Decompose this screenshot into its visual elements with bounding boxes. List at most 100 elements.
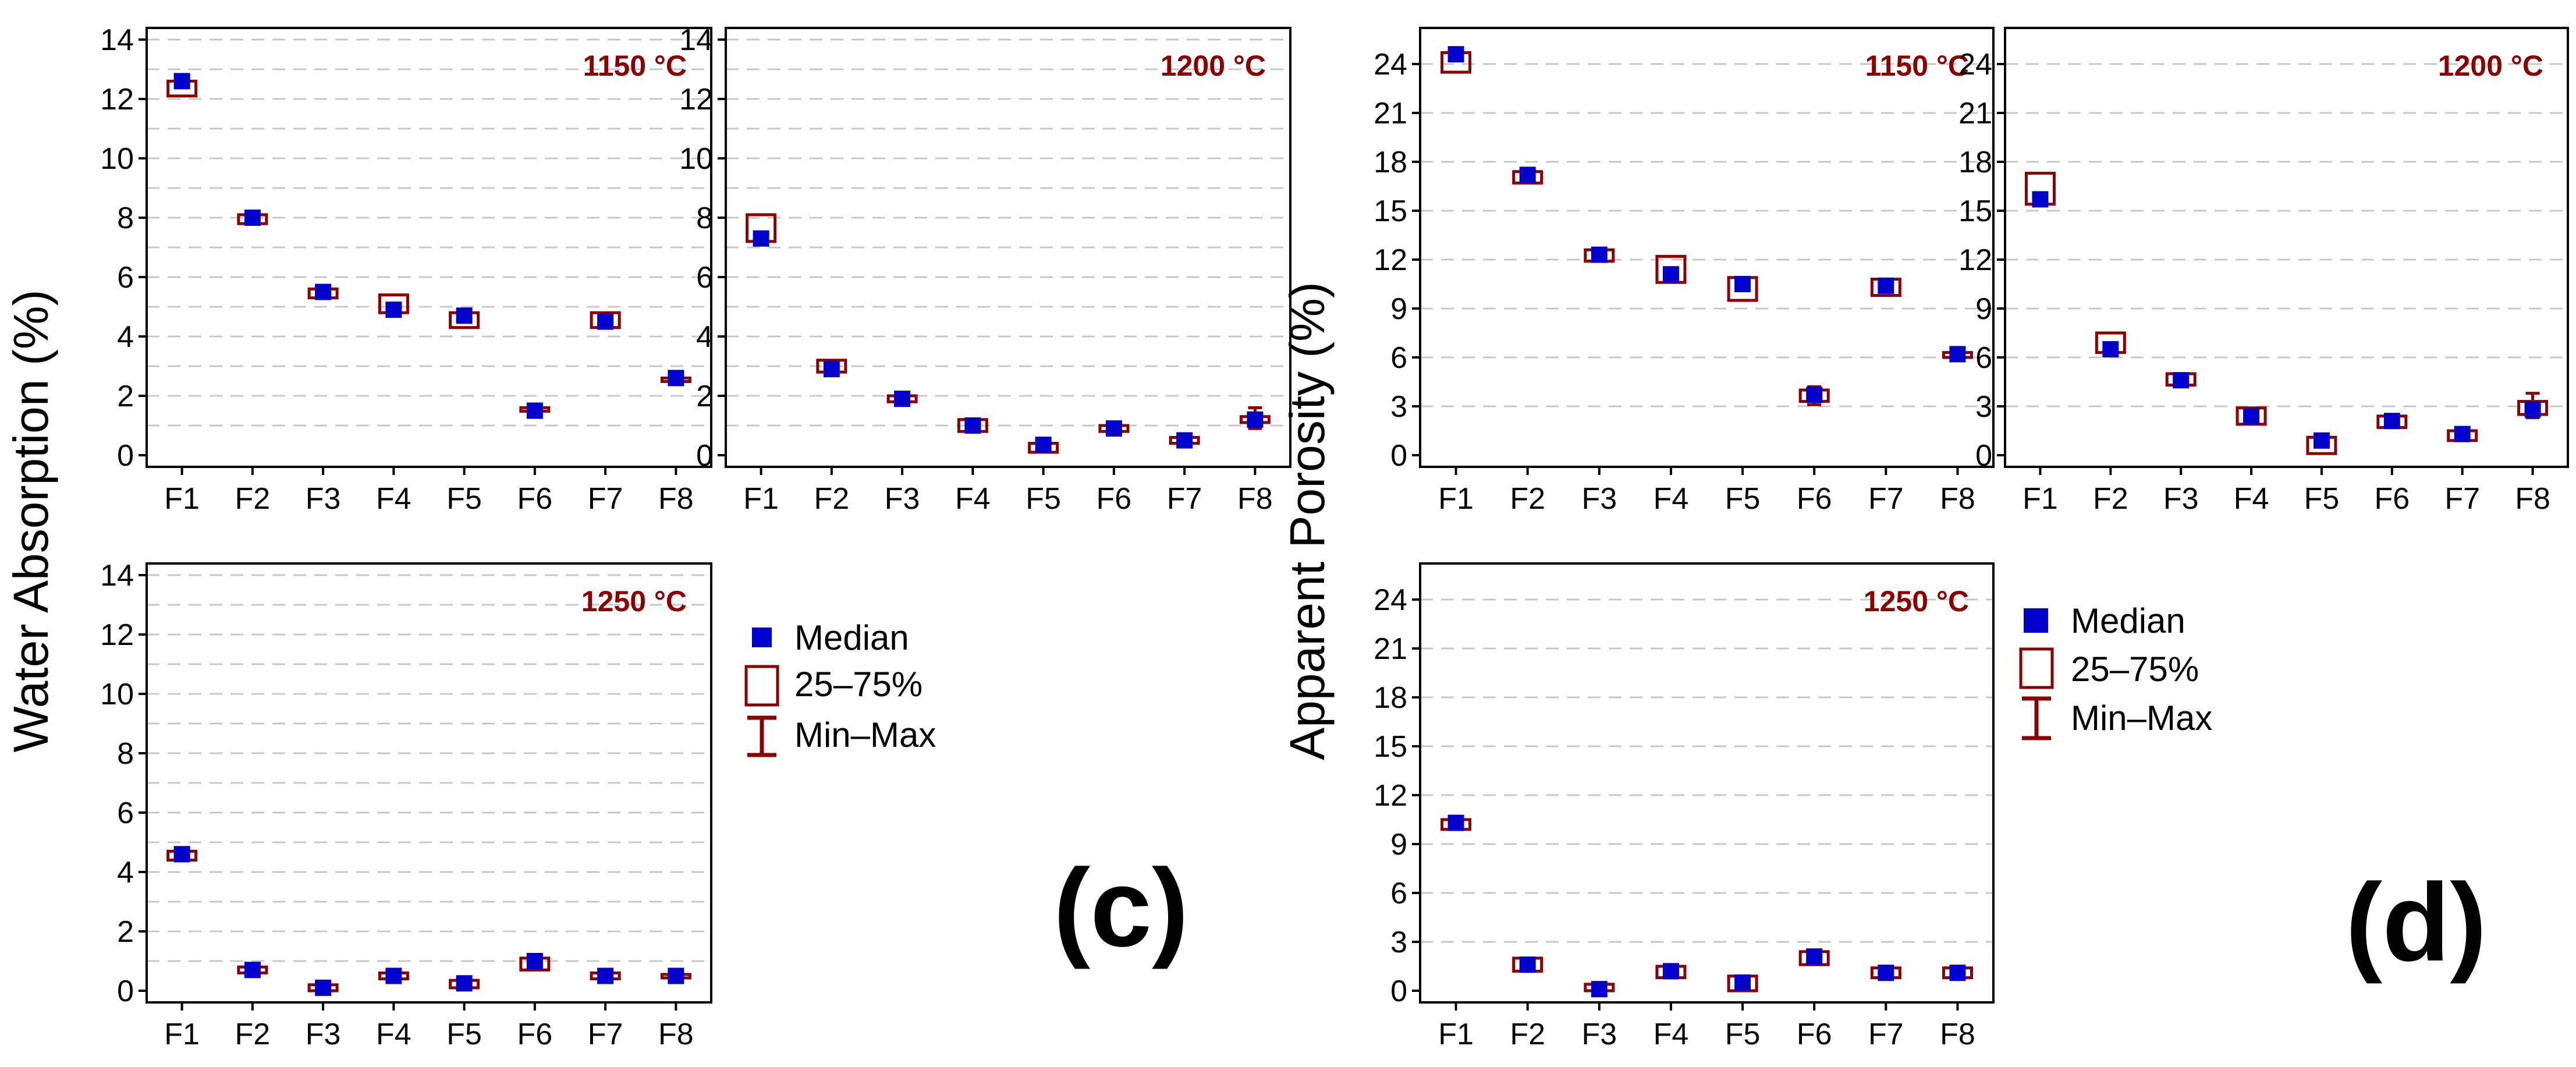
y-tick-label: 24 [1374, 583, 1407, 617]
legend-median-label: Median [794, 618, 909, 657]
median-marker [1662, 266, 1679, 283]
median-marker [315, 979, 332, 996]
median-marker [1949, 965, 1966, 981]
x-tick-label: F5 [446, 482, 482, 516]
x-tick-label: F2 [814, 482, 850, 516]
median-marker [315, 283, 332, 300]
y-tick-label: 24 [1374, 48, 1407, 81]
y-tick-label: 2 [696, 380, 713, 413]
median-marker [2173, 372, 2190, 389]
y-tick-label: 0 [696, 439, 713, 473]
x-tick-label: F8 [2515, 482, 2550, 516]
y-tick-label: 12 [100, 618, 134, 652]
median-marker [597, 967, 614, 984]
x-tick-label: F7 [1167, 482, 1202, 516]
median-marker [823, 361, 840, 378]
y-tick-label: 0 [1390, 974, 1407, 1008]
y-tick-label: 6 [117, 261, 134, 295]
x-tick-label: F5 [1725, 1018, 1761, 1051]
x-tick-label: F5 [1725, 482, 1761, 516]
x-tick-label: F1 [164, 482, 200, 516]
median-marker [668, 967, 684, 984]
legend-box-marker [2019, 647, 2054, 689]
y-tick-label: 6 [696, 261, 713, 295]
x-tick-label: F4 [1654, 482, 1689, 516]
y-tick-label: 8 [117, 201, 134, 235]
median-marker [1591, 246, 1608, 263]
y-tick-label: 6 [1390, 341, 1407, 375]
median-marker [385, 302, 402, 318]
median-marker [1247, 411, 1264, 428]
median-marker [526, 953, 543, 969]
median-marker [2313, 432, 2330, 449]
y-tick-label: 15 [1374, 730, 1407, 764]
x-tick-label: F5 [2304, 482, 2340, 516]
temperature-label: 1200 °C [2438, 49, 2543, 82]
median-marker [964, 417, 981, 434]
median-marker [244, 962, 261, 979]
y-tick-label: 21 [1374, 97, 1407, 130]
temperature-label: 1250 °C [1864, 585, 1969, 618]
median-marker [2383, 413, 2400, 430]
y-tick-label: 10 [679, 142, 713, 176]
legend-median-marker [2024, 608, 2048, 633]
y-tick-label: 8 [117, 737, 134, 771]
x-tick-label: F2 [1510, 1018, 1545, 1051]
subplot-apparent-porosity-1250: 0 3 6 9 12 15 18 21 24 F1 F2 F3 F4 F5 F6 F7 F8 1250 °C [1374, 562, 1995, 1051]
plot-frame [1419, 562, 1995, 1004]
ylabel-water-absorption: Water Absorption (%) [3, 289, 58, 752]
median-marker [385, 967, 402, 984]
median-marker [1878, 965, 1894, 981]
legend-apparent-porosity: Median 25–75% Min–Max [2019, 601, 2212, 740]
y-tick-label: 21 [1958, 97, 1992, 130]
panel-label-c: (c) [1053, 846, 1188, 970]
x-tick-label: F8 [1940, 482, 1975, 516]
y-tick-label: 14 [100, 559, 134, 593]
x-tick-label: F4 [376, 482, 411, 516]
x-tick-label: F5 [446, 1018, 482, 1051]
median-marker [2454, 426, 2471, 442]
x-tick-label: F8 [1940, 1018, 1975, 1051]
x-tick-label: F6 [1797, 482, 1832, 516]
y-tick-label: 0 [117, 974, 134, 1008]
x-tick-label: F1 [164, 1018, 200, 1051]
y-tick-label: 18 [1374, 681, 1407, 715]
y-tick-label: 3 [1390, 926, 1407, 959]
x-tick-label: F8 [658, 482, 694, 516]
y-tick-label: 9 [1390, 292, 1407, 326]
y-tick-label: 21 [1374, 632, 1407, 666]
median-marker [1806, 387, 1823, 403]
subplot-water-absorption-1250: 0 2 4 6 8 10 12 14 F1 F2 F3 F4 F5 F6 F7 F8 1250 °C [100, 559, 712, 1051]
plot-frame [1419, 27, 1995, 468]
subplot-apparent-porosity-1200: 0 3 6 9 12 15 18 21 24 F1 F2 F3 F4 F5 F6 F7 F8 1200 °C [1958, 27, 2569, 516]
y-tick-label: 0 [1390, 439, 1407, 473]
y-tick-label: 12 [1374, 779, 1407, 813]
median-marker [894, 391, 911, 407]
median-marker [1447, 814, 1464, 831]
median-marker [173, 846, 190, 863]
x-tick-label: F2 [235, 482, 271, 516]
median-marker [2243, 407, 2260, 424]
y-tick-label: 9 [1390, 828, 1407, 862]
y-tick-label: 12 [100, 83, 134, 116]
plot-frame [725, 27, 1291, 468]
x-tick-label: F4 [1654, 1018, 1689, 1051]
median-marker [1176, 432, 1193, 449]
legend-box-label: 25–75% [794, 665, 922, 704]
x-tick-label: F6 [517, 482, 553, 516]
plot-frame [2004, 27, 2569, 468]
temperature-label: 1250 °C [581, 585, 687, 618]
median-marker [668, 370, 684, 387]
y-tick-label: 14 [100, 23, 134, 57]
median-marker [1734, 276, 1751, 292]
median-marker [1949, 346, 1966, 363]
temperature-label: 1200 °C [1161, 49, 1266, 82]
subplot-water-absorption-1200: 0 2 4 6 8 10 12 14 F1 F2 F3 F4 F5 F6 F7 F8 1200 °C [679, 23, 1291, 516]
x-tick-label: F6 [517, 1018, 553, 1051]
y-tick-label: 6 [117, 796, 134, 830]
legend-range-label: Min–Max [2071, 699, 2212, 738]
median-marker [1662, 963, 1679, 980]
median-marker [1734, 974, 1751, 991]
x-tick-label: F7 [1868, 482, 1904, 516]
y-tick-label: 18 [1374, 146, 1407, 179]
